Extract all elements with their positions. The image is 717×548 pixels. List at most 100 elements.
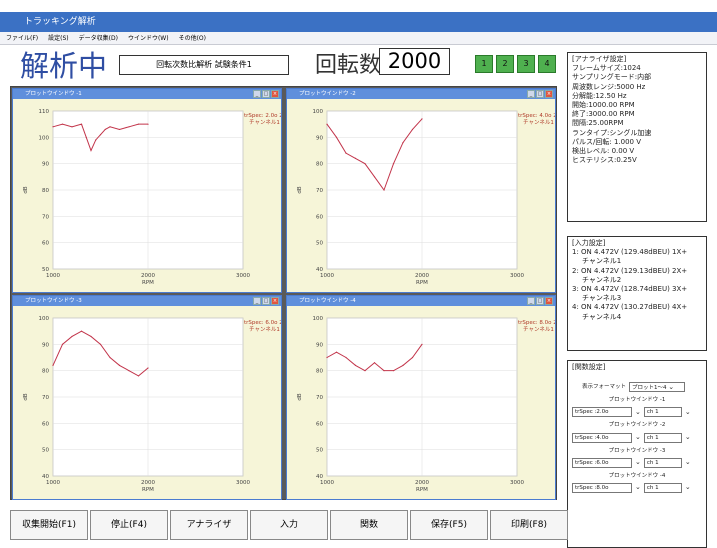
close-icon[interactable]: × — [545, 297, 553, 305]
data-point — [80, 123, 83, 125]
plot-window-title: プロットウインドウ -2 — [299, 91, 356, 97]
print-button[interactable]: 印刷(F8) — [490, 510, 568, 540]
analyzer-button[interactable]: アナライザ — [170, 510, 248, 540]
spec-select[interactable]: trSpec :4.0o — [572, 432, 632, 443]
spec-select[interactable]: trSpec :6.0o — [572, 457, 632, 468]
plot-button-4[interactable]: 4 — [538, 55, 556, 73]
maximize-icon[interactable]: □ — [262, 90, 270, 98]
plot-button-2[interactable]: 2 — [496, 55, 514, 73]
x-axis-label: RPM — [142, 487, 154, 493]
y-tick-label: 70 — [42, 214, 49, 220]
data-point — [421, 343, 423, 345]
channel-select[interactable]: ch 1 — [643, 457, 682, 468]
menu-window[interactable]: ウインドウ(W) — [127, 35, 169, 42]
close-icon[interactable]: × — [271, 297, 279, 305]
menu-other[interactable]: その他(O) — [178, 35, 206, 42]
start-collection-button[interactable]: 収集開始(F1) — [10, 510, 88, 540]
plot-window-1[interactable]: プロットウインドウ -1 _ □ × 110 100 90 80 70 60 50 1000 200… — [12, 88, 282, 293]
data-point — [345, 152, 347, 154]
spec-select[interactable]: trSpec :8.0o — [572, 483, 632, 494]
data-point — [52, 126, 54, 128]
minimize-icon[interactable]: _ — [253, 90, 261, 98]
maximize-icon[interactable]: □ — [262, 297, 270, 305]
plot-window-label: プロットウインドウ -1 — [608, 397, 666, 404]
data-point — [109, 126, 111, 128]
save-button[interactable]: 保存(F5) — [410, 510, 488, 540]
maximize-icon[interactable]: □ — [536, 90, 544, 98]
x-axis-label: RPM — [416, 280, 428, 286]
plot-window-3[interactable]: プロットウインドウ -3 _ □ × 100 90 80 70 60 50 40 1000 2000… — [12, 295, 282, 500]
data-point — [61, 343, 64, 345]
plot-annotation: チャンネル1 — [249, 119, 280, 126]
stop-button[interactable]: 停止(F4) — [90, 510, 168, 540]
data-point — [128, 370, 130, 372]
plot-window-2[interactable]: プロットウインドウ -2 _ □ × 100 90 80 70 60 50 40 1000 2000… — [286, 88, 556, 293]
function-settings: [関数設定] 表示フォーマット プロット1～4 ⌄ プロットウインドウ -1 t… — [567, 360, 707, 548]
func-header: [関数設定] — [572, 363, 606, 371]
plot-window-titlebar[interactable]: プロットウインドウ -3 _ □ × — [13, 296, 281, 306]
data-point — [52, 364, 54, 366]
analyzer-line: フレームサイズ:1024 — [572, 64, 641, 73]
y-tick-label: 40 — [316, 267, 323, 273]
plot-window-title: プロットウインドウ -4 — [299, 298, 356, 304]
function-button[interactable]: 関数 — [330, 510, 408, 540]
menu-data-collection[interactable]: データ収集(D) — [78, 35, 118, 42]
chevron-down-icon[interactable]: ⌄ — [684, 433, 691, 441]
plot-annotation: trSpec: 8.0o 2571.5? — [518, 320, 555, 326]
minimize-icon[interactable]: _ — [253, 297, 261, 305]
minimize-icon[interactable]: _ — [527, 297, 535, 305]
spec-value: trSpec :4.0o — [575, 434, 609, 441]
input-line: 1: ON 4.472V (129.48dBEU) 1X+ — [572, 248, 688, 257]
plot-window-titlebar[interactable]: プロットウインドウ -4 _ □ × — [287, 296, 555, 306]
data-point — [402, 364, 404, 366]
menu-file[interactable]: ファイル(F) — [6, 35, 39, 42]
close-icon[interactable]: × — [545, 90, 553, 98]
plot-window-titlebar[interactable]: プロットウインドウ -2 _ □ × — [287, 89, 555, 99]
spec-select[interactable]: trSpec :2.0o — [572, 407, 632, 418]
channel-select[interactable]: ch 1 — [643, 483, 682, 494]
minimize-icon[interactable]: _ — [527, 90, 535, 98]
plot-button-1[interactable]: 1 — [475, 55, 493, 73]
x-tick-label: 2000 — [415, 273, 429, 279]
x-tick-label: 1000 — [46, 273, 60, 279]
channel-value: ch 1 — [646, 434, 659, 441]
plot-window-4[interactable]: プロットウインドウ -4 _ □ × 100 90 80 70 60 50 40 1000 2000… — [286, 295, 556, 500]
chevron-down-icon[interactable]: ⌄ — [635, 433, 641, 441]
menu-settings[interactable]: 設定(S) — [48, 35, 69, 42]
data-point — [364, 163, 366, 165]
chevron-down-icon[interactable]: ⌄ — [635, 483, 641, 492]
close-icon[interactable]: × — [271, 90, 279, 98]
bottom-toolbar: 収集開始(F1) 停止(F4) アナライザ 入力 関数 保存(F5) 印刷(F8… — [10, 510, 570, 540]
data-point — [402, 142, 404, 144]
plot-button-3[interactable]: 3 — [517, 55, 535, 73]
chevron-down-icon[interactable]: ⌄ — [684, 458, 691, 467]
y-tick-label: 90 — [316, 135, 323, 141]
channel-select[interactable]: ch 1 — [643, 407, 682, 418]
data-point — [326, 356, 328, 359]
x-tick-label: 3000 — [236, 273, 250, 279]
x-tick-label: 2000 — [141, 273, 155, 279]
x-tick-label: 3000 — [510, 480, 524, 486]
input-line: 2: ON 4.472V (129.13dBEU) 2X+ — [572, 266, 688, 275]
y-tick-label: 90 — [42, 162, 49, 168]
plot-annotation: trSpec: 6.0o 2571.5? — [244, 320, 281, 326]
plot-window-titlebar[interactable]: プロットウインドウ -1 _ □ × — [13, 89, 281, 99]
data-point — [411, 356, 414, 359]
x-tick-label: 2000 — [415, 480, 429, 486]
data-point — [335, 136, 338, 138]
chevron-down-icon[interactable]: ⌄ — [684, 407, 691, 416]
input-button[interactable]: 入力 — [250, 510, 328, 540]
maximize-icon[interactable]: □ — [536, 297, 544, 305]
chevron-down-icon[interactable]: ⌄ — [635, 407, 641, 416]
y-tick-label: 60 — [42, 241, 49, 247]
channel-select[interactable]: ch 1 — [643, 432, 682, 443]
chevron-down-icon[interactable]: ⌄ — [635, 458, 641, 467]
x-tick-label: 1000 — [46, 480, 60, 486]
y-tick-label: 80 — [316, 369, 323, 375]
chevron-down-icon[interactable]: ⌄ — [684, 483, 691, 492]
format-select[interactable]: プロット1～4 ⌄ — [629, 382, 686, 393]
plot-annotation: チャンネル1 — [249, 326, 280, 333]
window-title: トラッキング解析 — [0, 12, 717, 32]
y-tick-label: 80 — [316, 162, 323, 168]
